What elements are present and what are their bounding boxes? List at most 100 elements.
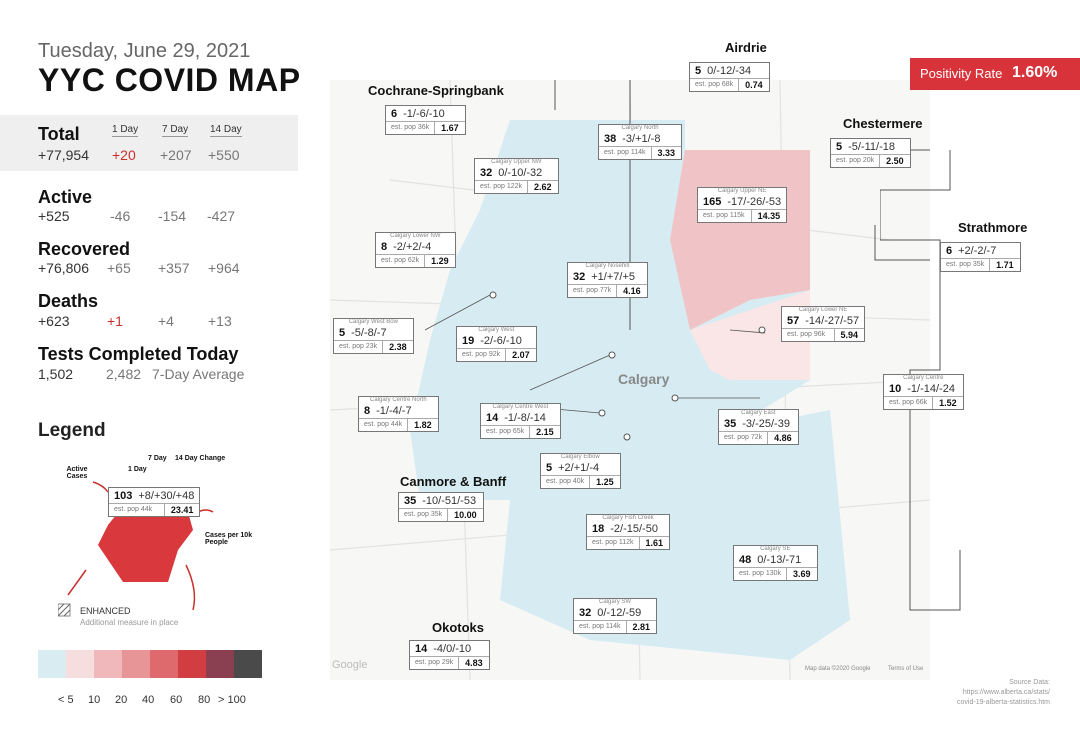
- lower-nw-box[interactable]: Calgary Lower NW 8 -2/+2/-4 est. pop 62k 1.2…: [375, 232, 456, 268]
- nosehill-pop: est. pop 77k: [573, 287, 612, 294]
- strathmore-changes: +2/-2/-7: [958, 245, 997, 257]
- scale-swatch-3: [122, 650, 150, 678]
- chestermere-box[interactable]: 5 -5/-11/-18 est. pop 20k 2.50: [830, 138, 911, 168]
- canmore-box[interactable]: 35 -10/-51/-53 est. pop 35k 10.00: [398, 492, 484, 522]
- east-active: 35: [724, 418, 737, 430]
- centre-name: Calgary Centre: [903, 375, 944, 381]
- legend-cases-per: Cases per 10k People: [205, 532, 253, 546]
- centre-changes: -1/-14/-24: [907, 383, 955, 395]
- col-14day: 14 Day: [210, 124, 242, 137]
- centre-box[interactable]: Calgary Centre 10 -1/-14/-24 est. pop 66k 1.…: [883, 374, 964, 410]
- recovered-7day: +357: [158, 260, 190, 276]
- west-bow-name: Calgary West Bow: [348, 319, 398, 325]
- west-pop: est. pop 92k: [462, 351, 501, 358]
- scale-swatch-5: [178, 650, 206, 678]
- lower-ne-changes: -14/-27/-57: [805, 315, 860, 327]
- west-box[interactable]: Calgary West 19 -2/-6/-10 est. pop 92k 2.07: [456, 326, 537, 362]
- upper-ne-box[interactable]: Calgary Upper NE 165 -17/-26/-53 est. pop 1…: [697, 187, 788, 223]
- nosehill-name: Calgary Nosehill: [585, 263, 630, 269]
- recovered-1day: +65: [107, 260, 131, 276]
- page-title: YYC COVID MAP: [38, 62, 301, 98]
- legend-14day: 14 Day Change: [175, 455, 226, 462]
- scale-swatch-7: [234, 650, 262, 678]
- total-7day: +207: [160, 147, 192, 163]
- centre-west-pop: est. pop 65k: [486, 428, 525, 435]
- centre-north-box[interactable]: Calgary Centre North 8 -1/-4/-7 est. pop 44…: [358, 396, 439, 432]
- canmore-changes: -10/-51/-53: [422, 495, 477, 507]
- elbow-box[interactable]: Calgary Elbow 5 +2/+1/-4 est. pop 40k 1.25: [540, 453, 621, 489]
- lower-ne-rate: 5.94: [833, 329, 865, 341]
- scale-swatch-6: [206, 650, 234, 678]
- okotoks-box[interactable]: 14 -4/0/-10 est. pop 29k 4.83: [409, 640, 490, 670]
- centre-pop: est. pop 66k: [889, 399, 928, 406]
- map-terms[interactable]: Terms of Use: [888, 666, 924, 672]
- centre-west-changes: -1/-8/-14: [504, 412, 546, 424]
- recovered-value: +76,806: [38, 260, 89, 276]
- north-changes: -3/+1/-8: [622, 133, 661, 145]
- tests-avg: 2,482: [106, 366, 142, 382]
- upper-ne-name: Calgary Upper NE: [717, 188, 767, 194]
- upper-ne-rate: 14.35: [750, 210, 787, 222]
- nosehill-box[interactable]: Calgary Nosehill 32 +1/+7/+5 est. pop 77k 4.…: [567, 262, 648, 298]
- total-14day: +550: [208, 147, 240, 163]
- upper-nw-box[interactable]: Calgary Upper NW 32 0/-10/-32 est. pop 122k…: [474, 158, 559, 194]
- west-name: Calgary West: [478, 327, 515, 333]
- lower-ne-box[interactable]: Calgary Lower NE 57 -14/-27/-57 est. pop 96…: [781, 306, 866, 342]
- centre-west-box[interactable]: Calgary Centre West 14 -1/-8/-14 est. pop 6…: [480, 403, 561, 439]
- centre-rate: 1.52: [932, 397, 963, 409]
- east-box[interactable]: Calgary East 35 -3/-25/-39 est. pop 72k 4.86: [718, 409, 799, 445]
- cochrane-box[interactable]: 6 -1/-6/-10 est. pop 36k 1.67: [385, 105, 466, 135]
- legend-arrow-active: [92, 481, 109, 493]
- scale-label-1: 10: [88, 694, 101, 706]
- positivity-value: 1.60%: [1012, 64, 1058, 81]
- strathmore-rate: 1.71: [989, 259, 1020, 271]
- airdrie-pop: est. pop 68k: [695, 81, 734, 88]
- sw-box[interactable]: Calgary SW 32 0/-12/-59 est. pop 114k 2.81: [573, 598, 658, 634]
- upper-ne-active: 165: [703, 196, 722, 208]
- se-changes: 0/-13/-71: [757, 554, 802, 566]
- legend-sample-region: [98, 510, 193, 582]
- recovered-label: Recovered: [38, 239, 131, 259]
- cochrane-changes: -1/-6/-10: [403, 108, 445, 120]
- deaths-14day: +13: [208, 313, 232, 329]
- total-1day: +20: [112, 147, 136, 163]
- sw-rate: 2.81: [625, 621, 657, 633]
- leader-dots: [489, 291, 766, 441]
- fish-creek-box[interactable]: Calgary Fish Creek 18 -2/-15/-50 est. pop 1…: [586, 514, 671, 550]
- west-bow-box[interactable]: Calgary West Bow 5 -5/-8/-7 est. pop 23k 2.3…: [333, 318, 414, 354]
- scale-label-2: 20: [115, 694, 128, 706]
- tests-label: Tests Completed Today: [38, 344, 239, 364]
- deaths-1day: +1: [107, 313, 123, 329]
- recovered-14day: +964: [208, 260, 240, 276]
- airdrie-box[interactable]: 5 0/-12/-34 est. pop 68k 0.74: [689, 62, 770, 92]
- lower-nw-rate: 1.29: [424, 255, 455, 267]
- chestermere-label: Chestermere: [843, 116, 923, 131]
- fish-creek-rate: 1.61: [638, 537, 670, 549]
- north-box[interactable]: Calgary North 38 -3/+1/-8 est. pop 114k 3.33: [598, 124, 683, 160]
- cochrane-pop: est. pop 36k: [391, 124, 430, 131]
- airdrie-changes: 0/-12/-34: [707, 65, 752, 77]
- cochrane-label: Cochrane-Springbank: [368, 83, 504, 98]
- source-line2[interactable]: https://www.alberta.ca/stats/: [962, 689, 1050, 696]
- strathmore-active: 6: [946, 245, 953, 257]
- airdrie-rate: 0.74: [738, 79, 769, 91]
- legend-enhanced-sub: Additional measure in place: [80, 618, 179, 627]
- cochrane-active: 6: [391, 108, 398, 120]
- tests-value: 1,502: [38, 366, 74, 382]
- color-scale: [38, 650, 262, 678]
- elbow-rate: 1.25: [589, 476, 620, 488]
- map-canvas[interactable]: Calgary Google Map data ©2020 Google Ter…: [330, 80, 930, 680]
- west-bow-changes: -5/-8/-7: [351, 327, 387, 339]
- centre-west-active: 14: [486, 412, 499, 424]
- map-data-attribution: Map data ©2020 Google: [805, 665, 871, 672]
- canmore-label: Canmore & Banff: [400, 474, 507, 489]
- legend-1day: 1 Day: [128, 466, 147, 473]
- strathmore-box[interactable]: 6 +2/-2/-7 est. pop 35k 1.71: [940, 242, 1021, 272]
- sw-pop: est. pop 114k: [579, 623, 621, 630]
- fish-creek-changes: -2/-15/-50: [610, 523, 658, 535]
- upper-nw-rate: 2.62: [527, 181, 558, 193]
- source-line1: Source Data:: [1009, 679, 1050, 686]
- source-line3[interactable]: covid-19-alberta-statistics.htm: [957, 699, 1050, 706]
- se-box[interactable]: Calgary SE 48 0/-13/-71 est. pop 130k 3.69: [733, 545, 818, 581]
- west-active: 19: [462, 335, 475, 347]
